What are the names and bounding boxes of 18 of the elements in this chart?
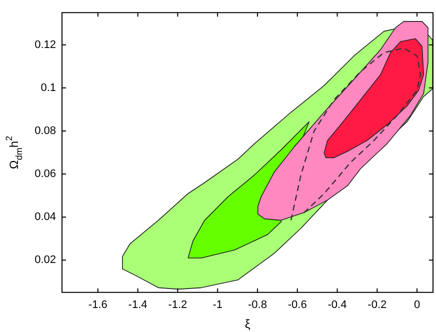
- y-tick-label: 0.1: [40, 82, 56, 94]
- x-tick-label: -1.6: [88, 299, 108, 312]
- x-tick-label: -0.6: [288, 299, 307, 312]
- y-tick-label: 0.06: [34, 168, 56, 180]
- y-tick-label: 0.08: [34, 125, 56, 138]
- x-axis-title: ξ: [244, 317, 251, 332]
- x-tick-label: -0.4: [328, 299, 347, 312]
- x-tick-label: 0: [414, 299, 420, 312]
- y-tick-label: 0.02: [34, 254, 56, 266]
- y-tick-label: 0.12: [34, 38, 56, 51]
- x-tick-label: -0.2: [368, 299, 387, 312]
- x-tick-label: -1: [212, 299, 222, 312]
- x-tick-label: -0.8: [248, 299, 267, 312]
- x-tick-label: -1.2: [168, 299, 188, 312]
- line-series: [290, 48, 422, 221]
- y-tick-label: 0.04: [34, 211, 56, 224]
- y-axis-title: Ωdmh2: [4, 136, 24, 170]
- x-tick-label: -1.4: [128, 299, 148, 312]
